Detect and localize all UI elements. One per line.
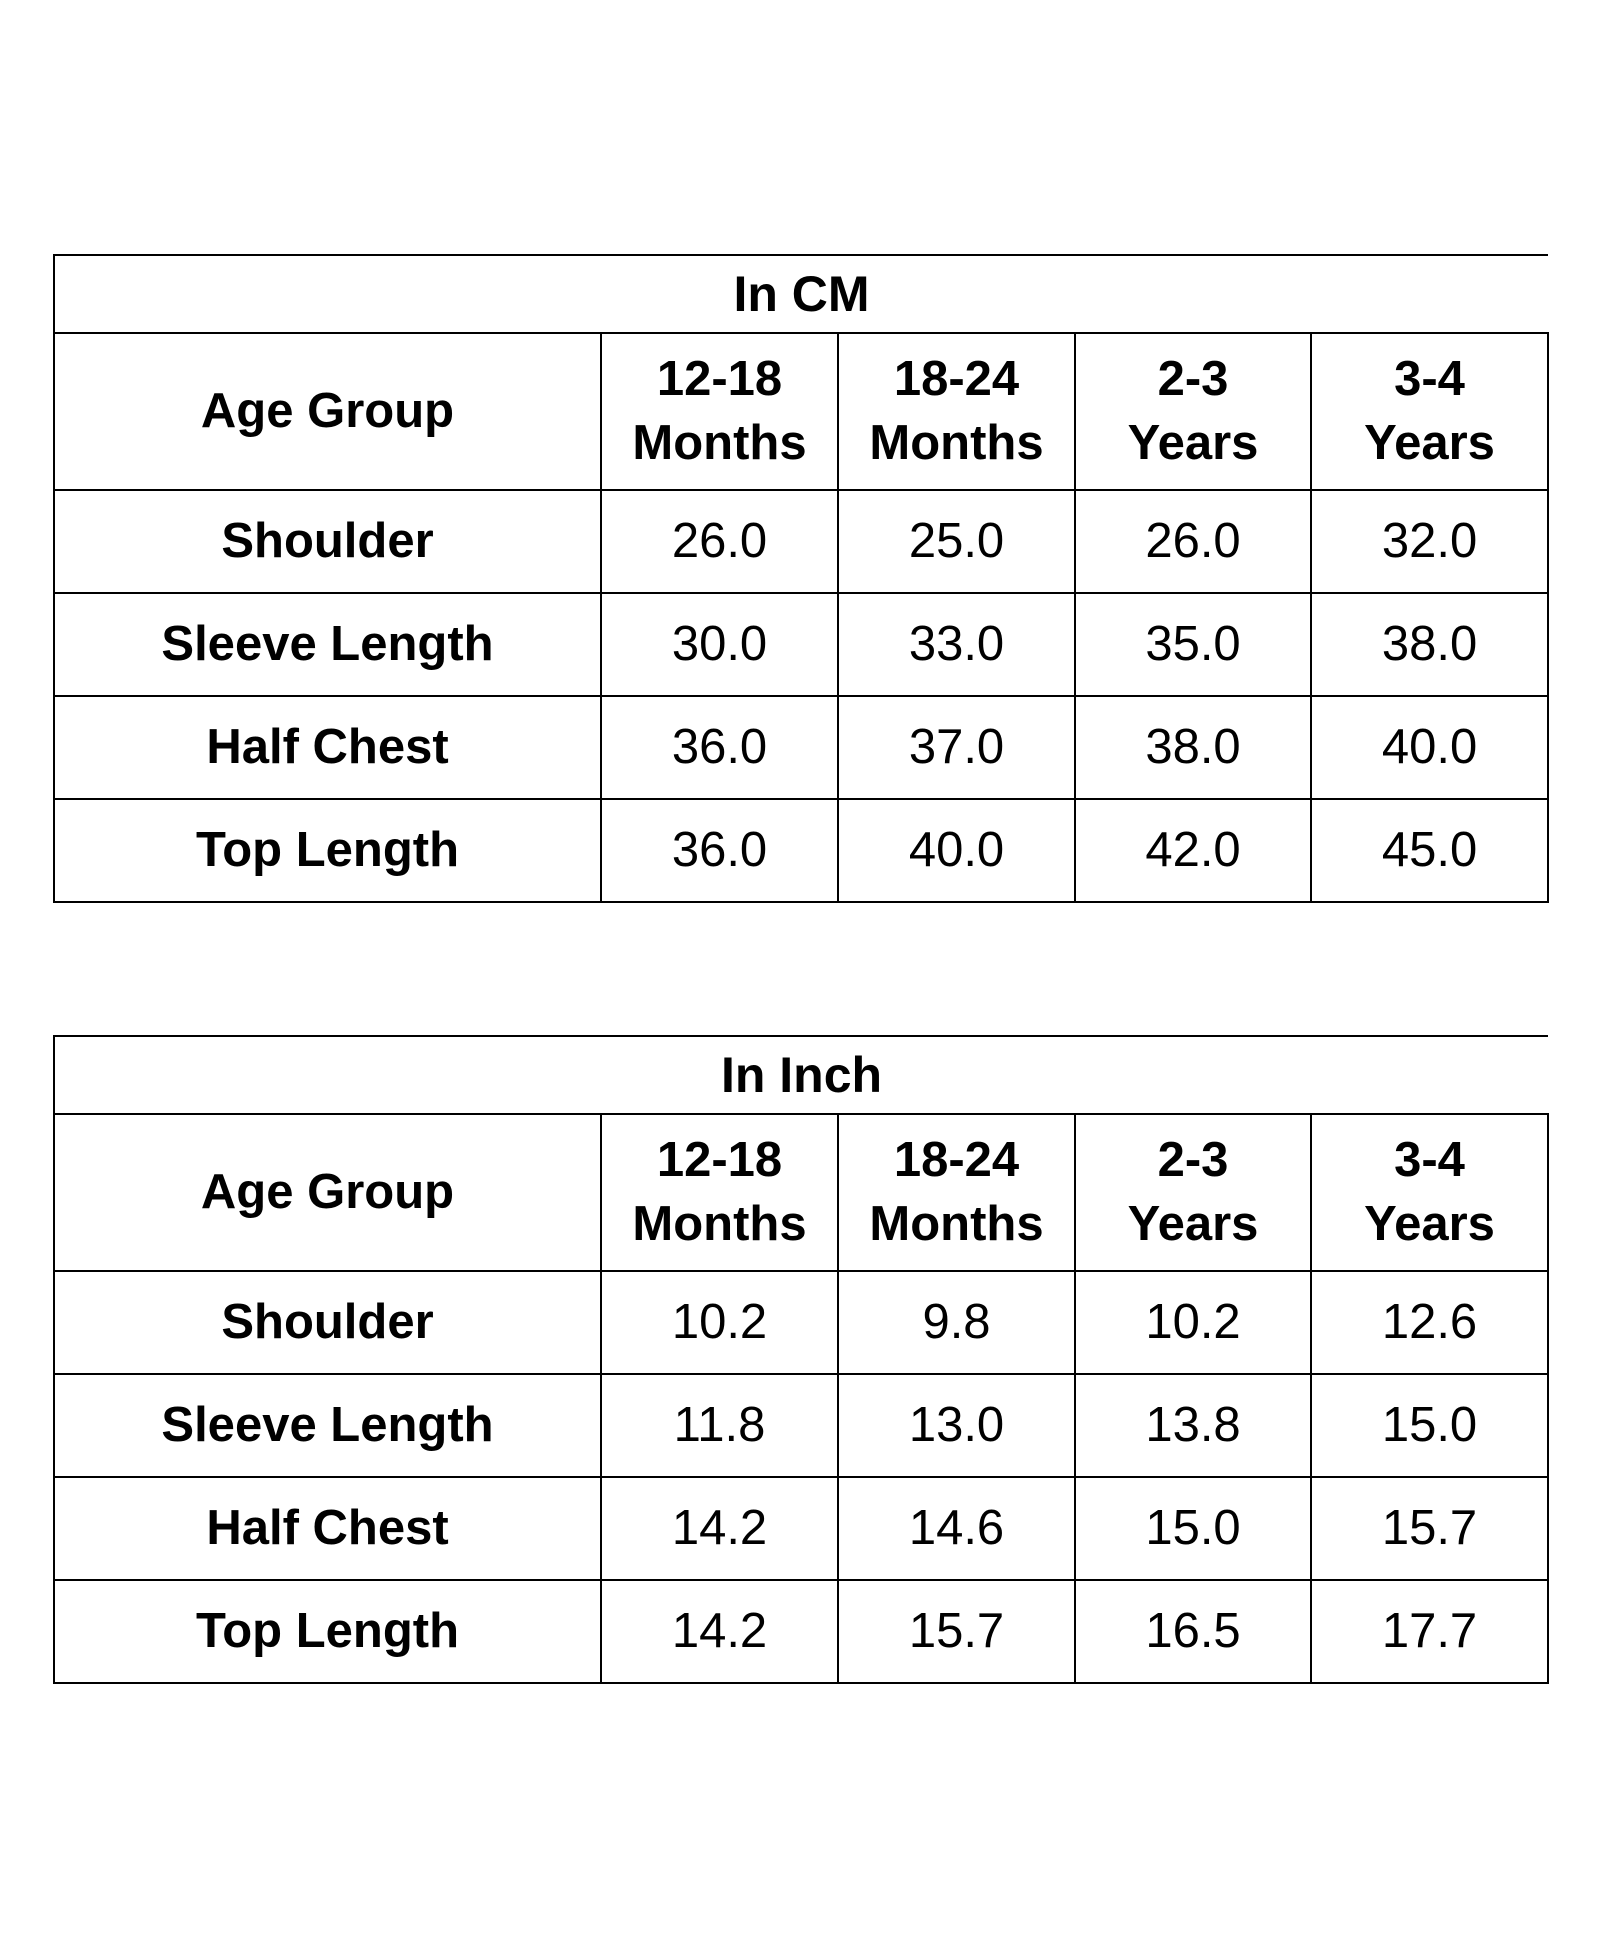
table-cell: 11.8	[600, 1373, 839, 1478]
column-header-line1: 12-18	[656, 1132, 783, 1187]
column-header-line2: Years	[1127, 1196, 1259, 1251]
table-cell: 13.0	[837, 1373, 1076, 1478]
age-group-label: Age Group	[53, 332, 602, 491]
table-row: Top Length 14.2 15.7 16.5 17.7	[53, 1579, 1549, 1684]
table-cell: 40.0	[1309, 695, 1550, 800]
table-cell: 15.7	[1310, 1476, 1549, 1581]
table-title: In Inch	[53, 1035, 1548, 1115]
age-group-label: Age Group	[53, 1113, 602, 1272]
table-cell: 15.7	[837, 1579, 1076, 1684]
row-label: Top Length	[53, 798, 602, 903]
table-title: In CM	[52, 254, 1549, 334]
table-cell: 10.2	[1074, 1270, 1312, 1375]
size-table-cm: In CM Age Group 12-18 Months 18-24 Month…	[52, 254, 1550, 903]
column-header: 18-24 Months	[837, 1113, 1076, 1272]
table-cell: 38.0	[1074, 695, 1312, 800]
table-cell: 45.0	[1309, 798, 1550, 903]
column-header-line1: 3-4	[1394, 1132, 1465, 1187]
table-cell: 10.2	[600, 1270, 839, 1375]
column-header-line2: Months	[869, 415, 1044, 470]
table-cell: 14.2	[600, 1579, 839, 1684]
column-header: 3-4 Years	[1309, 332, 1550, 491]
table-row: Sleeve Length 11.8 13.0 13.8 15.0	[53, 1373, 1549, 1478]
table-header-row: Age Group 12-18 Months 18-24 Months 2-3 …	[53, 332, 1550, 491]
column-header: 12-18 Months	[600, 332, 839, 491]
table-title-row: In Inch	[53, 1035, 1548, 1115]
table-cell: 17.7	[1310, 1579, 1549, 1684]
table-cell: 40.0	[837, 798, 1076, 903]
row-label: Shoulder	[53, 489, 602, 594]
table-row: Half Chest 36.0 37.0 38.0 40.0	[53, 695, 1550, 800]
column-header: 18-24 Months	[837, 332, 1076, 491]
table-row: Shoulder 10.2 9.8 10.2 12.6	[53, 1270, 1549, 1375]
column-header-line2: Years	[1364, 415, 1495, 470]
table-title-row: In CM	[52, 254, 1549, 334]
table-cell: 37.0	[837, 695, 1076, 800]
table-cell: 36.0	[600, 798, 839, 903]
column-header-line2: Months	[632, 415, 807, 470]
table-cell: 32.0	[1309, 489, 1550, 594]
column-header-line1: 2-3	[1157, 1132, 1229, 1187]
column-header-line1: 12-18	[656, 351, 783, 406]
table-cell: 13.8	[1074, 1373, 1312, 1478]
table-cell: 33.0	[837, 592, 1076, 697]
column-header: 2-3 Years	[1074, 1113, 1312, 1272]
column-header-line1: 3-4	[1394, 351, 1465, 406]
column-header-line2: Years	[1127, 415, 1259, 470]
table-cell: 15.0	[1074, 1476, 1312, 1581]
column-header-line2: Years	[1364, 1196, 1495, 1251]
column-header: 3-4 Years	[1310, 1113, 1549, 1272]
row-label: Half Chest	[53, 1476, 602, 1581]
table-cell: 42.0	[1074, 798, 1312, 903]
table-cell: 25.0	[837, 489, 1076, 594]
table-cell: 38.0	[1309, 592, 1550, 697]
column-header-line1: 2-3	[1157, 351, 1229, 406]
size-table-inch: In Inch Age Group 12-18 Months 18-24 Mon…	[53, 1035, 1549, 1684]
table-row: Top Length 36.0 40.0 42.0 45.0	[53, 798, 1550, 903]
table-cell: 14.2	[600, 1476, 839, 1581]
row-label: Top Length	[53, 1579, 602, 1684]
table-cell: 36.0	[600, 695, 839, 800]
table-cell: 26.0	[1074, 489, 1312, 594]
table-cell: 35.0	[1074, 592, 1312, 697]
column-header-line1: 18-24	[893, 351, 1020, 406]
column-header-line2: Months	[632, 1196, 807, 1251]
table-cell: 14.6	[837, 1476, 1076, 1581]
row-label: Shoulder	[53, 1270, 602, 1375]
table-cell: 12.6	[1310, 1270, 1549, 1375]
row-label: Sleeve Length	[53, 1373, 602, 1478]
table-row: Shoulder 26.0 25.0 26.0 32.0	[53, 489, 1550, 594]
table-cell: 9.8	[837, 1270, 1076, 1375]
table-row: Half Chest 14.2 14.6 15.0 15.7	[53, 1476, 1549, 1581]
row-label: Half Chest	[53, 695, 602, 800]
row-label: Sleeve Length	[53, 592, 602, 697]
table-cell: 30.0	[600, 592, 839, 697]
table-cell: 15.0	[1310, 1373, 1549, 1478]
table-header-row: Age Group 12-18 Months 18-24 Months 2-3 …	[53, 1113, 1549, 1272]
column-header-line1: 18-24	[893, 1132, 1020, 1187]
column-header-line2: Months	[869, 1196, 1044, 1251]
column-header: 2-3 Years	[1074, 332, 1312, 491]
table-row: Sleeve Length 30.0 33.0 35.0 38.0	[53, 592, 1550, 697]
column-header: 12-18 Months	[600, 1113, 839, 1272]
table-cell: 26.0	[600, 489, 839, 594]
table-cell: 16.5	[1074, 1579, 1312, 1684]
